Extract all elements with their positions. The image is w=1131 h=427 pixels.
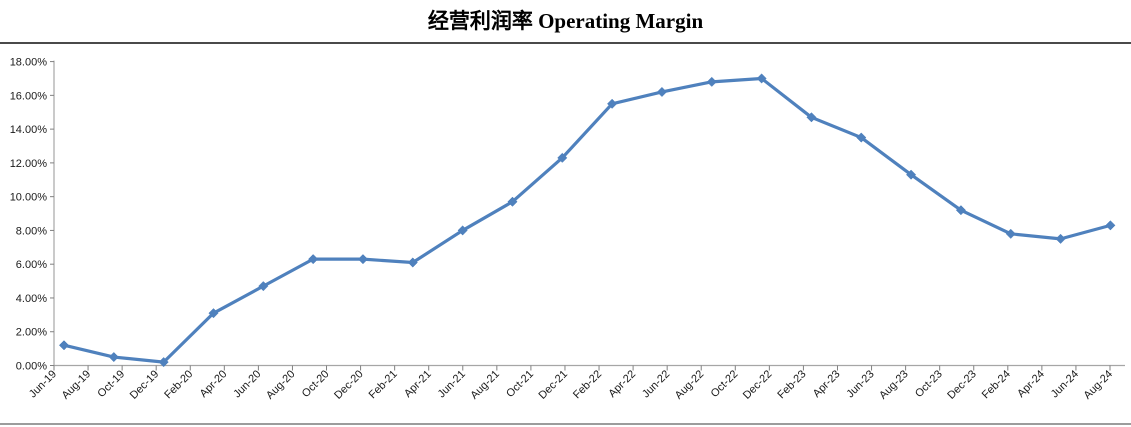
top-divider-line	[0, 42, 1131, 44]
x-axis-label: Aug-20	[264, 368, 298, 402]
x-axis-label: Aug-21	[468, 368, 502, 402]
x-axis-label: Apr-21	[402, 368, 434, 400]
x-axis-label: Oct-20	[300, 368, 332, 400]
x-axis-label: Dec-22	[741, 368, 775, 402]
y-axis-label: 4.00%	[16, 293, 47, 305]
x-axis-label: Aug-24	[1082, 368, 1116, 402]
data-point-marker	[557, 152, 568, 163]
x-axis-label: Oct-22	[709, 368, 741, 400]
data-point-marker	[706, 76, 717, 87]
data-point-marker	[607, 98, 618, 109]
x-axis-label: Dec-20	[332, 368, 366, 402]
data-point-marker	[258, 281, 269, 292]
x-axis-label: Oct-23	[913, 368, 945, 400]
data-point-marker	[906, 169, 917, 180]
x-axis-label: Jun-19	[27, 368, 59, 400]
data-point-marker	[158, 357, 169, 368]
y-axis-label: 8.00%	[16, 225, 47, 237]
x-axis-label: Feb-22	[571, 368, 604, 401]
x-axis-label: Aug-23	[877, 368, 911, 402]
y-axis-label: 14.00%	[10, 124, 48, 136]
x-axis-label: Jun-22	[640, 368, 672, 400]
data-point-marker	[856, 132, 867, 143]
y-axis-label: 10.00%	[10, 192, 48, 204]
y-axis-label: 2.00%	[16, 327, 47, 339]
y-axis-label: 16.00%	[10, 90, 48, 102]
x-axis-label: Feb-20	[162, 368, 195, 401]
data-point-marker	[806, 112, 817, 123]
x-axis-label: Feb-21	[367, 368, 400, 401]
bottom-divider-line	[0, 423, 1131, 425]
data-point-marker	[756, 73, 767, 84]
data-point-marker	[955, 205, 966, 216]
data-point-marker	[1055, 233, 1066, 244]
x-axis-label: Dec-19	[128, 368, 162, 402]
x-axis-label: Oct-21	[504, 368, 536, 400]
x-axis-label: Apr-22	[606, 368, 638, 400]
x-axis-label: Dec-21	[537, 368, 571, 402]
x-axis-label: Aug-22	[673, 368, 707, 402]
x-axis-label: Jun-23	[844, 368, 876, 400]
data-point-marker	[656, 86, 667, 98]
x-axis-label: Apr-20	[198, 368, 230, 400]
data-point-marker	[1005, 228, 1016, 239]
x-axis-label: Jun-20	[231, 368, 263, 400]
x-axis-label: Feb-24	[980, 368, 1013, 401]
data-point-marker	[58, 340, 70, 351]
series-line	[62, 76, 1113, 364]
x-axis-label: Aug-19	[60, 368, 94, 402]
data-point-marker	[1105, 220, 1116, 231]
y-axis-label: 6.00%	[16, 259, 47, 271]
data-point-marker	[357, 254, 369, 265]
data-point-marker	[208, 308, 219, 319]
data-point-marker	[407, 257, 418, 268]
x-axis-label: Jun-24	[1049, 368, 1081, 400]
y-axis-label: 18.00%	[10, 57, 48, 69]
x-axis-label: Apr-23	[811, 368, 843, 400]
x-axis-label: Feb-23	[775, 368, 808, 401]
y-axis-label: 0.00%	[16, 361, 47, 373]
x-axis-label: Oct-19	[95, 368, 127, 400]
data-point-marker	[108, 352, 119, 363]
data-point-marker	[308, 254, 319, 265]
x-axis-label: Jun-21	[436, 368, 468, 400]
chart-title: 经营利润率 Operating Margin	[427, 9, 704, 33]
y-axis-label: 12.00%	[10, 158, 48, 170]
data-point-marker	[457, 225, 468, 236]
data-point-marker	[507, 196, 518, 207]
x-axis-label: Apr-24	[1015, 368, 1047, 400]
x-axis-label: Dec-23	[945, 368, 979, 402]
